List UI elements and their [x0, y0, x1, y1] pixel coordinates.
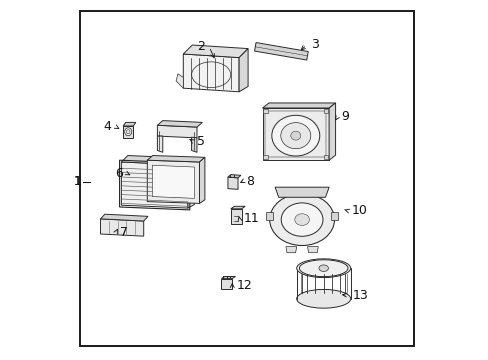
Polygon shape: [275, 187, 328, 197]
Bar: [263, 109, 267, 113]
Ellipse shape: [296, 289, 350, 308]
Ellipse shape: [271, 115, 319, 156]
Polygon shape: [328, 103, 335, 160]
Polygon shape: [199, 157, 204, 203]
Bar: [263, 155, 267, 159]
Polygon shape: [191, 137, 197, 152]
Text: 12: 12: [236, 279, 252, 292]
Ellipse shape: [294, 214, 309, 225]
Polygon shape: [157, 125, 197, 138]
Polygon shape: [307, 247, 318, 253]
Text: 11: 11: [244, 212, 259, 225]
Polygon shape: [101, 219, 143, 236]
Polygon shape: [101, 214, 148, 221]
Ellipse shape: [269, 194, 334, 246]
Text: 4: 4: [103, 120, 111, 133]
Text: 7: 7: [120, 226, 128, 239]
Text: 2: 2: [197, 40, 204, 53]
Polygon shape: [183, 45, 247, 58]
Polygon shape: [147, 156, 204, 162]
Polygon shape: [221, 276, 235, 279]
Text: 6: 6: [115, 167, 122, 180]
Polygon shape: [152, 165, 194, 198]
Bar: [265, 212, 273, 220]
Polygon shape: [262, 108, 328, 160]
Ellipse shape: [318, 265, 328, 271]
Ellipse shape: [280, 123, 310, 149]
Text: 3: 3: [310, 39, 318, 51]
Bar: [324, 155, 328, 159]
Text: 5: 5: [197, 135, 204, 148]
Text: 8: 8: [246, 175, 254, 188]
Polygon shape: [176, 74, 183, 88]
Ellipse shape: [296, 259, 350, 278]
Polygon shape: [123, 126, 133, 138]
Polygon shape: [230, 209, 241, 224]
Polygon shape: [230, 206, 244, 209]
Polygon shape: [121, 156, 194, 165]
Polygon shape: [227, 175, 241, 178]
Bar: [330, 212, 337, 220]
Text: 13: 13: [352, 289, 367, 302]
Polygon shape: [262, 103, 335, 108]
Ellipse shape: [281, 203, 322, 236]
Polygon shape: [227, 177, 238, 189]
Polygon shape: [157, 121, 202, 127]
Ellipse shape: [290, 131, 300, 140]
Text: 9: 9: [341, 111, 349, 123]
Polygon shape: [147, 160, 199, 203]
Bar: [324, 109, 328, 113]
Text: 10: 10: [351, 204, 367, 217]
Polygon shape: [121, 162, 187, 208]
Polygon shape: [221, 279, 232, 289]
Text: 1: 1: [74, 175, 81, 188]
Text: 1: 1: [74, 175, 81, 188]
Polygon shape: [123, 122, 136, 126]
Ellipse shape: [124, 128, 132, 136]
Polygon shape: [254, 42, 307, 60]
Polygon shape: [239, 49, 247, 92]
Polygon shape: [157, 136, 163, 152]
Polygon shape: [187, 158, 194, 208]
Polygon shape: [183, 54, 239, 92]
Polygon shape: [285, 247, 296, 253]
